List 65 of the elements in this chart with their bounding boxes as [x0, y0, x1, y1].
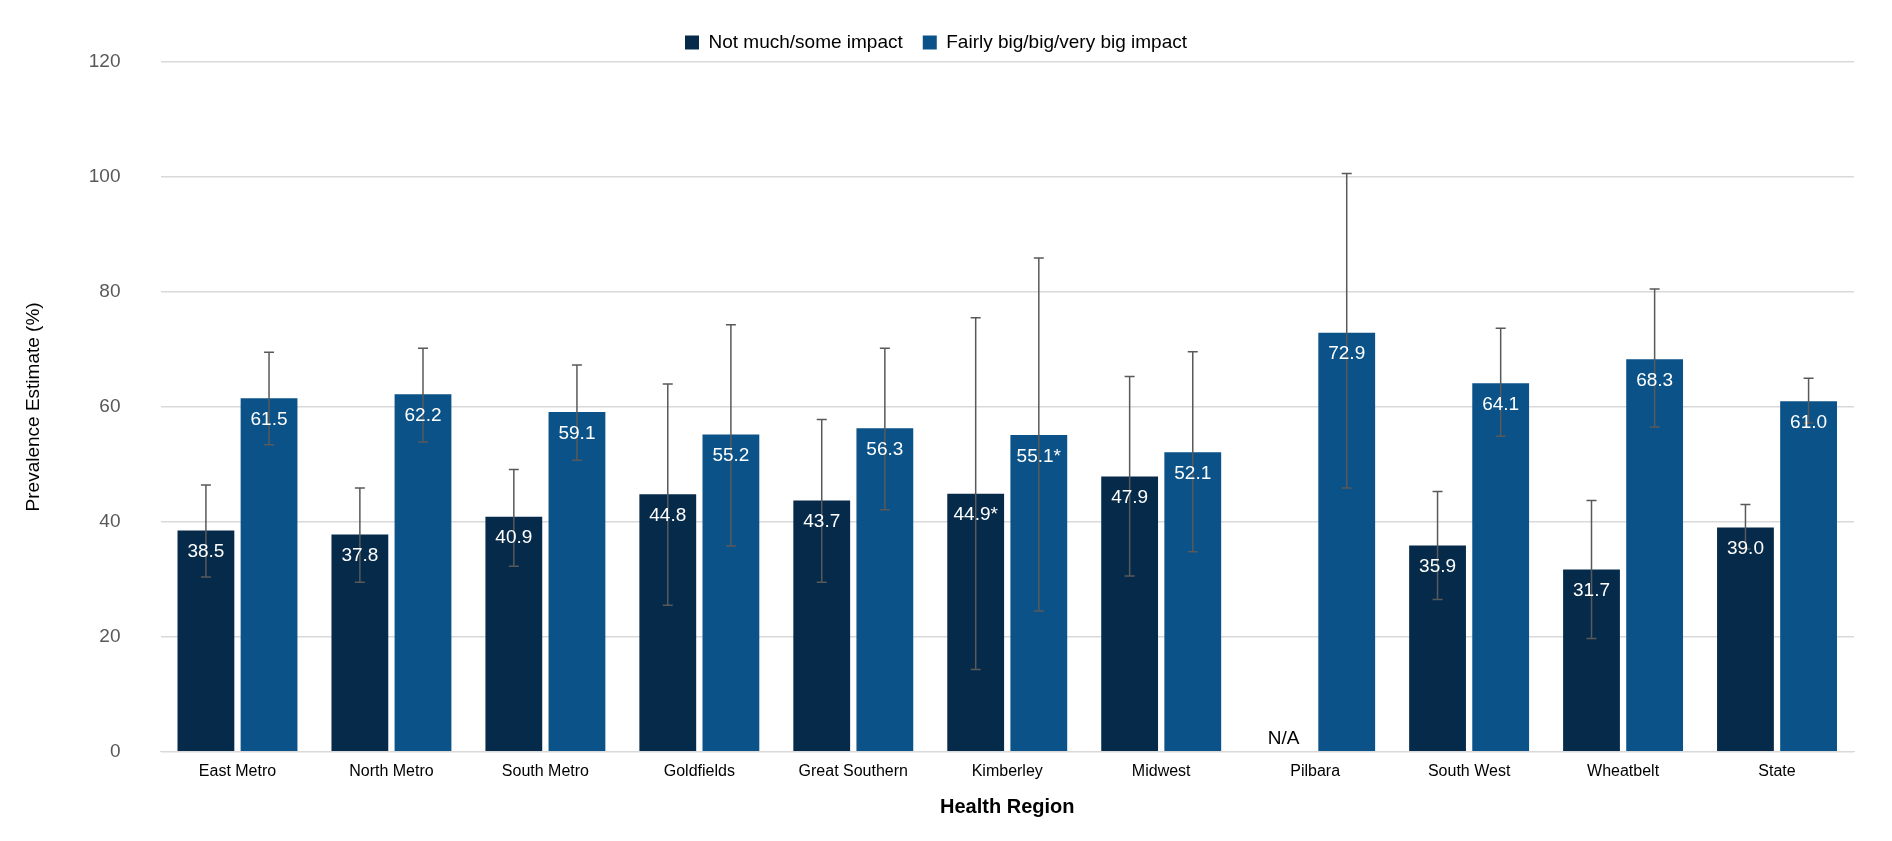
bar — [1101, 476, 1159, 752]
data-label: 40.9 — [495, 526, 533, 548]
y-tick-label: 100 — [88, 165, 121, 187]
bar — [1318, 332, 1376, 752]
data-label: 38.5 — [187, 540, 225, 562]
x-tick-label: Goldfields — [663, 761, 735, 779]
y-tick-label: 20 — [99, 625, 121, 647]
bar — [240, 398, 298, 752]
bar — [1010, 435, 1068, 752]
data-label: 68.3 — [1636, 368, 1674, 390]
data-label: 44.9* — [953, 503, 999, 525]
data-label: 52.1 — [1174, 462, 1212, 484]
bar — [1717, 527, 1774, 752]
data-label: 61.5 — [250, 408, 288, 430]
bar — [1563, 569, 1620, 752]
y-tick-label: 0 — [109, 740, 121, 762]
bar — [548, 412, 606, 752]
y-tick-label: 60 — [99, 395, 121, 417]
data-label: 35.9 — [1419, 555, 1457, 577]
data-label: 43.7 — [803, 510, 841, 532]
bar — [947, 493, 1005, 752]
bar — [177, 530, 235, 752]
bar — [1409, 545, 1466, 752]
bar — [485, 516, 543, 752]
data-label: 62.2 — [404, 403, 442, 425]
x-tick-label: Midwest — [1131, 761, 1192, 779]
data-label: 59.1 — [558, 421, 596, 443]
bar — [1626, 359, 1684, 752]
legend-label: Fairly big/big/very big impact — [946, 30, 1188, 52]
bar — [394, 394, 452, 752]
data-label: 55.1* — [1016, 444, 1062, 466]
x-tick-label: State — [1758, 761, 1796, 779]
data-label: 37.8 — [341, 544, 379, 566]
y-tick-label: 40 — [99, 510, 121, 532]
bar — [702, 434, 760, 752]
x-tick-label: South West — [1427, 761, 1511, 779]
bar — [1164, 452, 1222, 752]
data-label: 44.8 — [649, 504, 687, 526]
data-label: 64.1 — [1482, 393, 1520, 415]
legend-label: Not much/some impact — [708, 30, 904, 52]
data-label: 39.0 — [1726, 537, 1764, 559]
x-tick-label: Great Southern — [798, 761, 908, 779]
data-label: 55.2 — [712, 444, 750, 466]
y-axis-title: Prevalence Estimate (%) — [21, 302, 43, 512]
bar — [639, 494, 697, 752]
bar — [856, 428, 914, 752]
y-tick-label: 120 — [88, 50, 121, 72]
bar — [1780, 401, 1837, 752]
data-label: 72.9 — [1328, 342, 1366, 364]
x-tick-label: Pilbara — [1290, 761, 1341, 779]
x-axis-title: Health Region — [940, 794, 1075, 817]
bar — [1472, 383, 1530, 752]
data-label: 31.7 — [1573, 579, 1610, 601]
x-tick-label: Wheatbelt — [1587, 761, 1660, 779]
data-label: 61.0 — [1790, 410, 1828, 432]
bar — [793, 500, 851, 752]
data-label: 47.9 — [1111, 486, 1149, 508]
x-tick-label: South Metro — [501, 761, 590, 779]
y-tick-label: 80 — [99, 280, 121, 302]
bar — [331, 534, 389, 752]
x-tick-label: North Metro — [349, 761, 434, 779]
x-tick-label: Kimberley — [971, 761, 1043, 779]
text: N/A — [1267, 726, 1300, 748]
x-tick-label: East Metro — [198, 761, 277, 779]
data-label: 56.3 — [866, 437, 904, 459]
